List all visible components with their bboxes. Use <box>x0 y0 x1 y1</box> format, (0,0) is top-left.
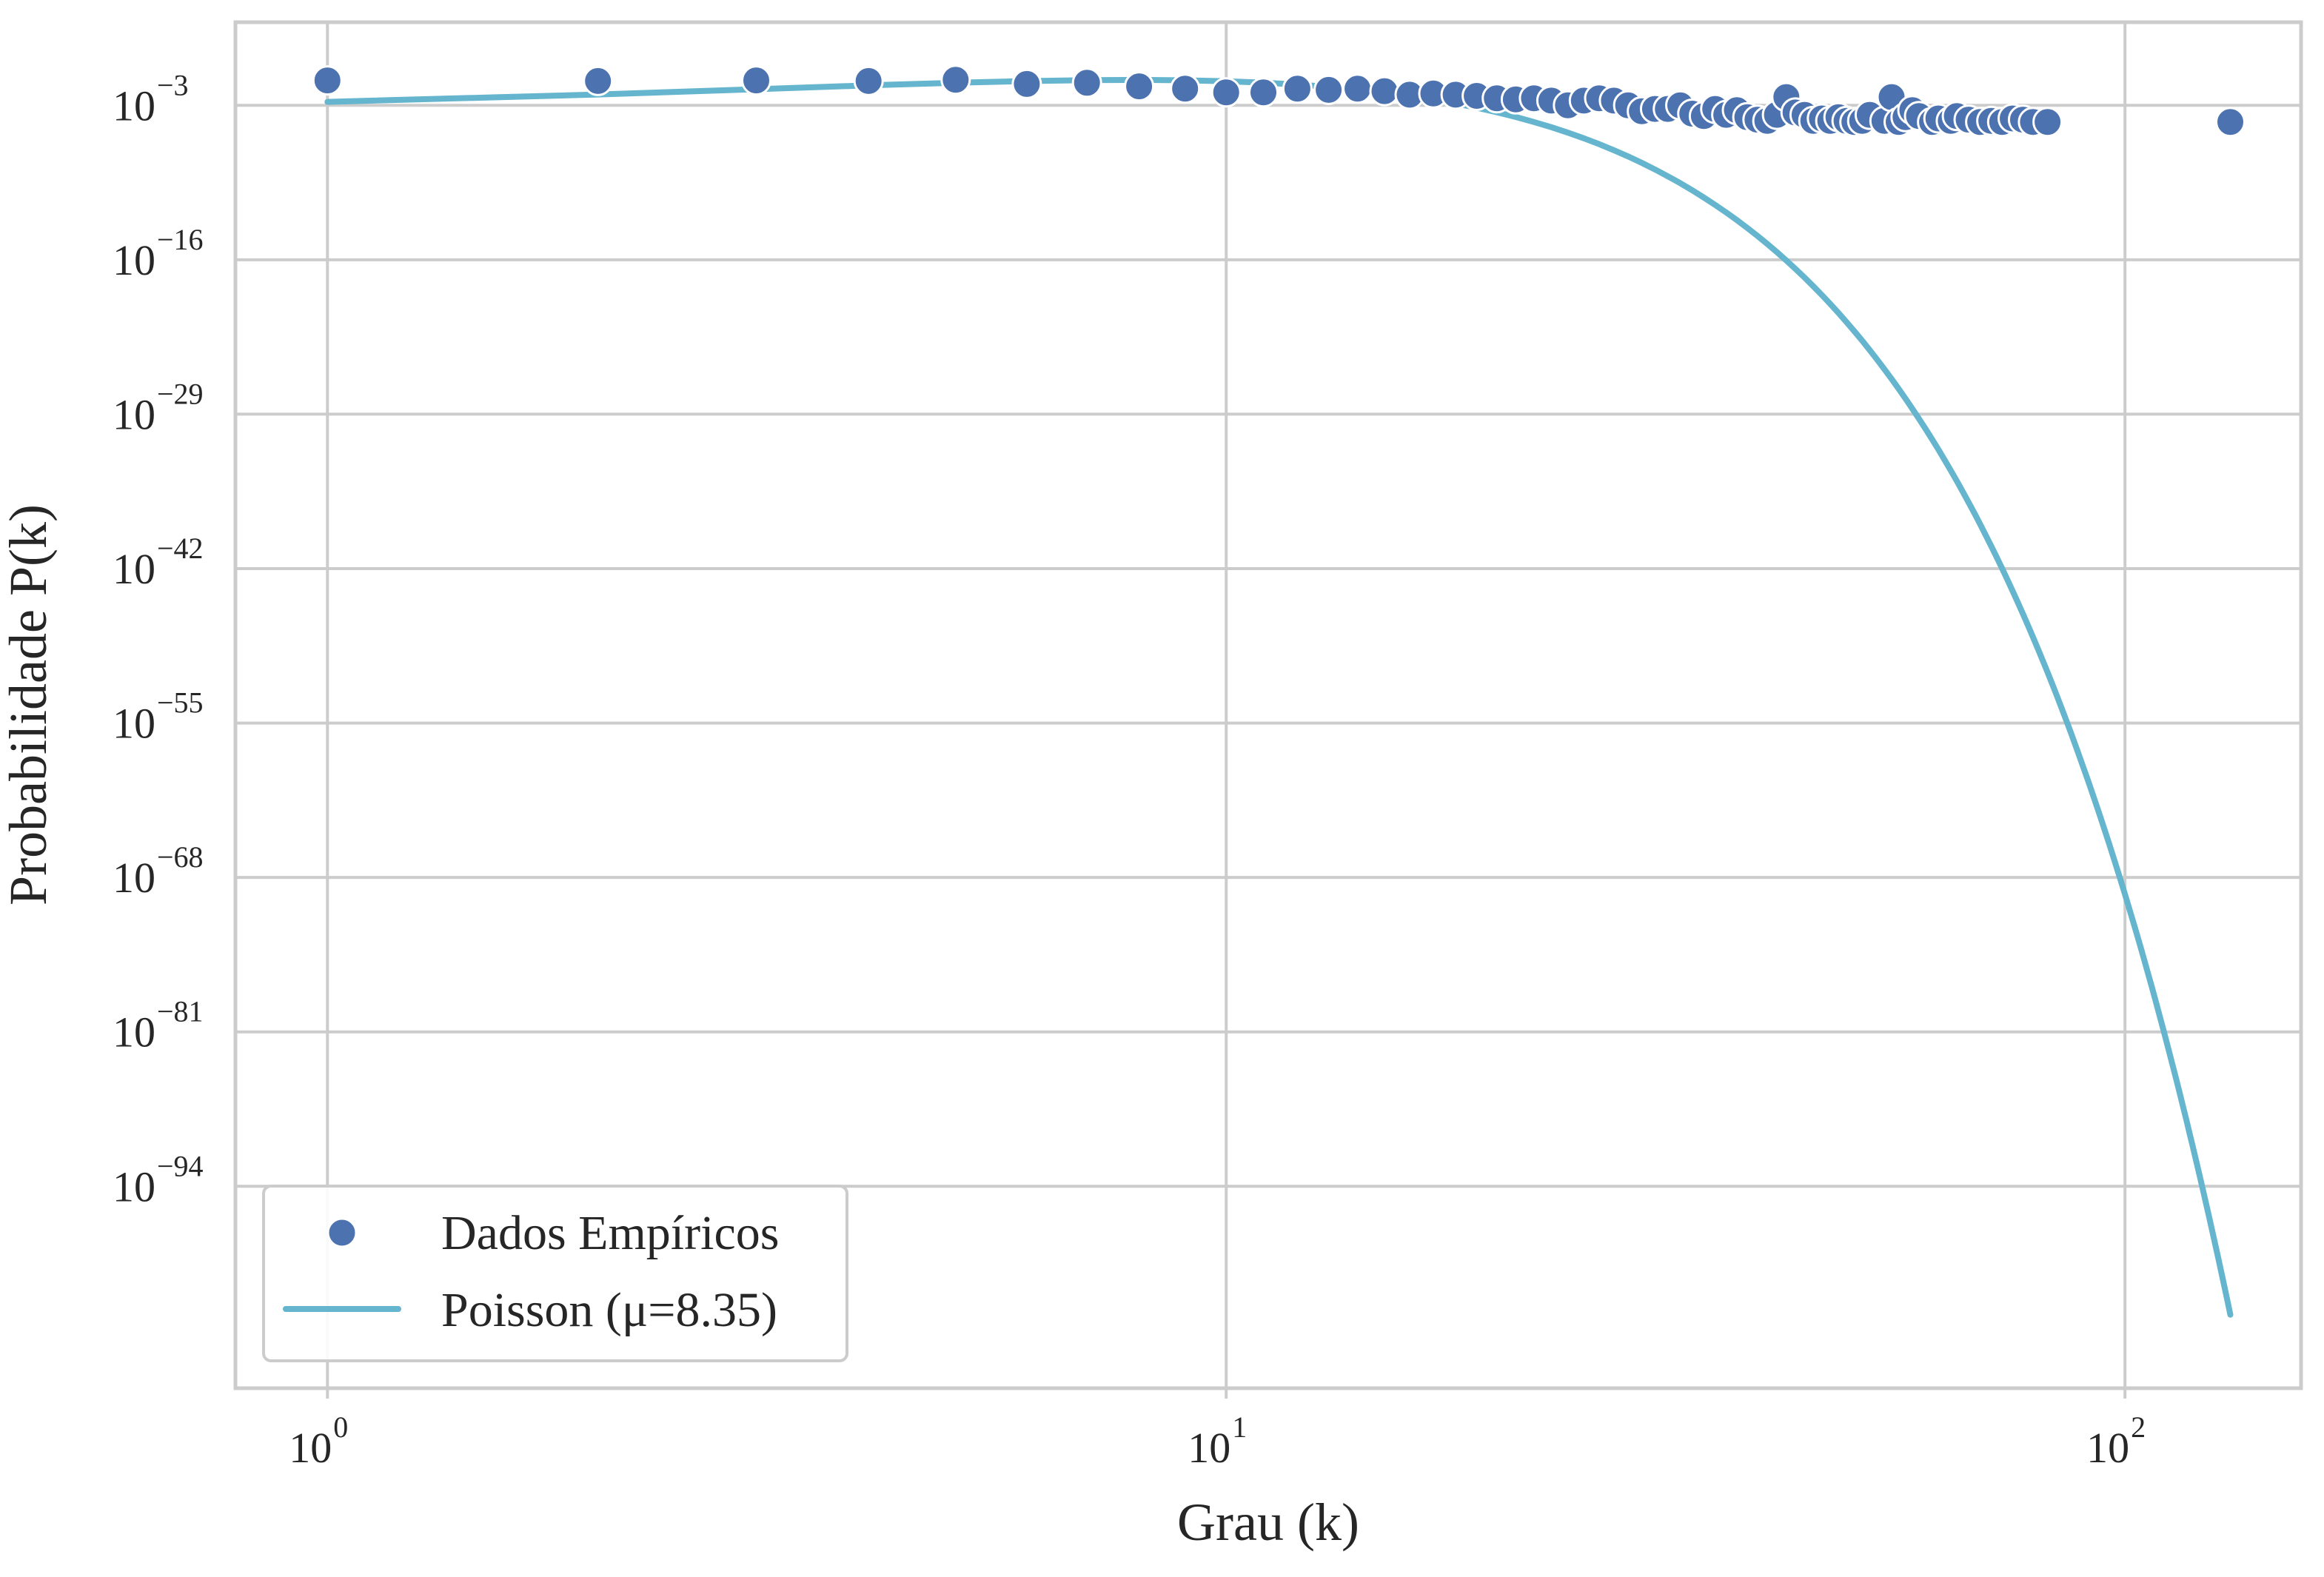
y-tick-exponent: −3 <box>157 68 189 101</box>
data-point <box>2032 107 2063 138</box>
y-axis-label: Probabilidade P(k) <box>0 504 58 905</box>
x-tick-exponent: 0 <box>333 1410 348 1444</box>
legend-marker-empirical <box>327 1217 358 1248</box>
y-tick-exponent: −81 <box>157 995 204 1028</box>
data-point <box>1248 77 1279 108</box>
x-tick-exponent: 2 <box>2131 1410 2146 1444</box>
plot-frame <box>233 20 2303 1390</box>
data-point <box>2215 107 2246 138</box>
y-tick-label: 10 −3 <box>113 68 189 130</box>
data-point <box>583 65 614 96</box>
x-tick-labels: 10 0 10 1 10 2 <box>289 1410 2146 1472</box>
x-tick-base: 10 <box>1188 1424 1230 1472</box>
x-tick-base: 10 <box>2086 1424 2129 1472</box>
poisson-line <box>324 76 2234 1318</box>
data-point <box>1071 67 1102 98</box>
plot-area <box>235 22 2301 1388</box>
y-tick-label: 10 −16 <box>113 223 204 284</box>
x-tick-exponent: 1 <box>1232 1410 1247 1444</box>
data-point <box>853 65 884 96</box>
legend-label-poisson: Poisson (μ=8.35) <box>441 1283 777 1337</box>
data-point <box>1124 71 1155 102</box>
y-tick-exponent: −29 <box>157 377 204 410</box>
empirical-series <box>312 64 2246 138</box>
y-tick-base: 10 <box>113 81 155 130</box>
y-tick-label: 10 −81 <box>113 995 204 1057</box>
grid <box>235 22 2301 1399</box>
data-point <box>312 65 343 96</box>
y-tick-label: 10 −42 <box>113 532 204 593</box>
legend-box <box>262 1185 848 1362</box>
x-tick-label: 10 0 <box>289 1410 348 1472</box>
legend: Dados Empíricos Poisson (μ=8.35) <box>262 1185 848 1362</box>
y-tick-base: 10 <box>113 236 155 284</box>
x-tick-label: 10 2 <box>2086 1410 2146 1472</box>
y-tick-exponent: −55 <box>157 686 204 720</box>
data-point <box>1011 68 1042 99</box>
data-point <box>1170 73 1201 104</box>
legend-label-empirical: Dados Empíricos <box>441 1206 779 1260</box>
y-tick-exponent: −94 <box>157 1149 204 1182</box>
y-tick-label: 10 −55 <box>113 686 204 748</box>
y-tick-base: 10 <box>113 1008 155 1057</box>
y-tick-label: 10 −94 <box>113 1149 204 1211</box>
y-tick-label: 10 −68 <box>113 840 204 902</box>
data-point <box>1313 74 1344 105</box>
poisson-series <box>324 76 2234 1318</box>
y-tick-label: 10 −29 <box>113 377 204 438</box>
x-tick-label: 10 1 <box>1188 1410 1247 1472</box>
y-tick-exponent: −42 <box>157 532 204 565</box>
y-tick-base: 10 <box>113 700 155 748</box>
y-tick-base: 10 <box>113 854 155 902</box>
data-point <box>1282 73 1313 104</box>
x-axis-label: Grau (k) <box>1177 1493 1359 1552</box>
y-tick-base: 10 <box>113 1162 155 1211</box>
x-tick-base: 10 <box>289 1424 332 1472</box>
data-point <box>1342 73 1373 104</box>
y-tick-base: 10 <box>113 390 155 438</box>
y-tick-exponent: −68 <box>157 840 204 874</box>
data-point <box>741 65 771 96</box>
data-point <box>1369 76 1400 107</box>
data-point <box>940 64 971 96</box>
y-tick-exponent: −16 <box>157 223 204 256</box>
y-tick-base: 10 <box>113 545 155 593</box>
data-point <box>1210 77 1242 108</box>
